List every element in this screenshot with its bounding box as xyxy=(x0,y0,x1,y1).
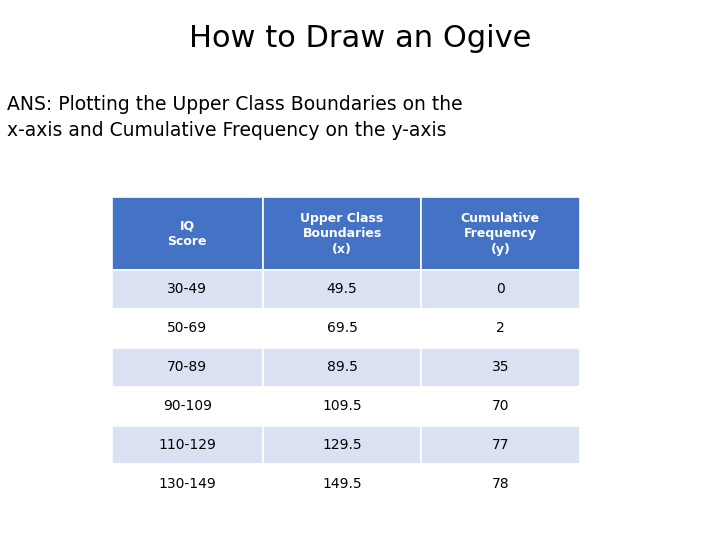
FancyBboxPatch shape xyxy=(421,270,580,309)
FancyBboxPatch shape xyxy=(112,464,263,503)
FancyBboxPatch shape xyxy=(421,464,580,503)
Text: 70: 70 xyxy=(492,399,509,413)
FancyBboxPatch shape xyxy=(112,270,263,309)
FancyBboxPatch shape xyxy=(421,309,580,348)
Text: IQ
Score: IQ Score xyxy=(168,219,207,248)
Text: 77: 77 xyxy=(492,438,509,452)
Text: 2: 2 xyxy=(496,321,505,335)
Text: 89.5: 89.5 xyxy=(327,360,357,374)
FancyBboxPatch shape xyxy=(112,309,263,348)
FancyBboxPatch shape xyxy=(263,387,421,426)
Text: ANS: Plotting the Upper Class Boundaries on the
x-axis and Cumulative Frequency : ANS: Plotting the Upper Class Boundaries… xyxy=(7,94,463,140)
FancyBboxPatch shape xyxy=(421,348,580,387)
FancyBboxPatch shape xyxy=(263,197,421,270)
Text: Upper Class
Boundaries
(x): Upper Class Boundaries (x) xyxy=(300,212,384,255)
FancyBboxPatch shape xyxy=(112,387,263,426)
Text: 90-109: 90-109 xyxy=(163,399,212,413)
FancyBboxPatch shape xyxy=(263,309,421,348)
FancyBboxPatch shape xyxy=(263,426,421,464)
FancyBboxPatch shape xyxy=(421,387,580,426)
Text: 30-49: 30-49 xyxy=(167,282,207,296)
Text: 129.5: 129.5 xyxy=(322,438,362,452)
Text: 50-69: 50-69 xyxy=(167,321,207,335)
Text: 109.5: 109.5 xyxy=(322,399,362,413)
Text: 130-149: 130-149 xyxy=(158,477,216,491)
FancyBboxPatch shape xyxy=(421,197,580,270)
Text: 49.5: 49.5 xyxy=(327,282,357,296)
FancyBboxPatch shape xyxy=(263,464,421,503)
Text: 70-89: 70-89 xyxy=(167,360,207,374)
FancyBboxPatch shape xyxy=(263,348,421,387)
Text: 110-129: 110-129 xyxy=(158,438,216,452)
Text: 0: 0 xyxy=(496,282,505,296)
Text: How to Draw an Ogive: How to Draw an Ogive xyxy=(189,24,531,53)
FancyBboxPatch shape xyxy=(112,348,263,387)
Text: 149.5: 149.5 xyxy=(322,477,362,491)
Text: 69.5: 69.5 xyxy=(327,321,357,335)
FancyBboxPatch shape xyxy=(112,197,263,270)
FancyBboxPatch shape xyxy=(421,426,580,464)
FancyBboxPatch shape xyxy=(263,270,421,309)
FancyBboxPatch shape xyxy=(112,426,263,464)
Text: 35: 35 xyxy=(492,360,509,374)
Text: 78: 78 xyxy=(492,477,509,491)
Text: Cumulative
Frequency
(y): Cumulative Frequency (y) xyxy=(461,212,540,255)
